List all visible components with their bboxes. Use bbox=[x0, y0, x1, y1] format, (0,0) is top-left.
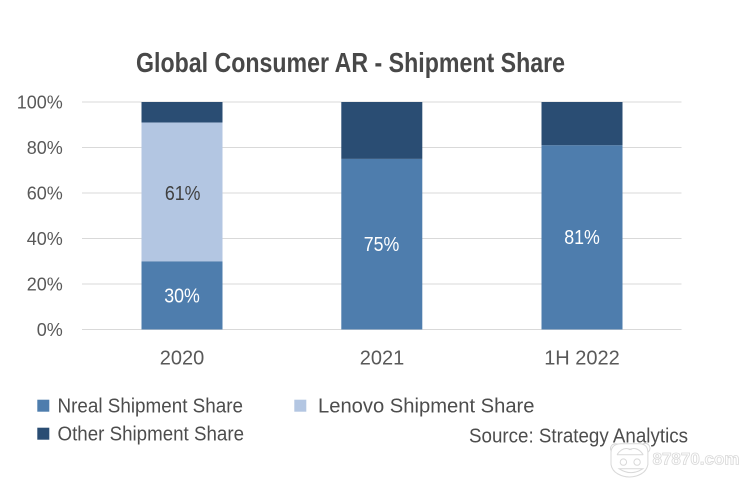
svg-text:2020: 2020 bbox=[160, 348, 205, 370]
svg-text:Other Shipment Share: Other Shipment Share bbox=[58, 424, 245, 446]
svg-text:61%: 61% bbox=[165, 183, 201, 205]
svg-text:1H 2022: 1H 2022 bbox=[544, 348, 620, 370]
svg-text:81%: 81% bbox=[564, 227, 600, 249]
svg-text:100%: 100% bbox=[17, 93, 63, 113]
svg-text:Lenovo Shipment Share: Lenovo Shipment Share bbox=[318, 396, 535, 418]
svg-text:30%: 30% bbox=[164, 286, 200, 308]
svg-text:0%: 0% bbox=[37, 320, 63, 340]
svg-text:2021: 2021 bbox=[360, 348, 405, 370]
svg-text:Source: Strategy Analytics: Source: Strategy Analytics bbox=[469, 426, 688, 448]
svg-text:Global Consumer AR - Shipment: Global Consumer AR - Shipment Share bbox=[136, 47, 565, 78]
svg-text:87870.com: 87870.com bbox=[653, 450, 740, 469]
svg-text:40%: 40% bbox=[27, 229, 63, 249]
svg-text:75%: 75% bbox=[364, 234, 400, 256]
svg-text:80%: 80% bbox=[27, 138, 63, 158]
svg-text:Nreal Shipment Share: Nreal Shipment Share bbox=[58, 396, 244, 418]
svg-text:60%: 60% bbox=[27, 184, 63, 204]
svg-text:20%: 20% bbox=[27, 275, 63, 295]
